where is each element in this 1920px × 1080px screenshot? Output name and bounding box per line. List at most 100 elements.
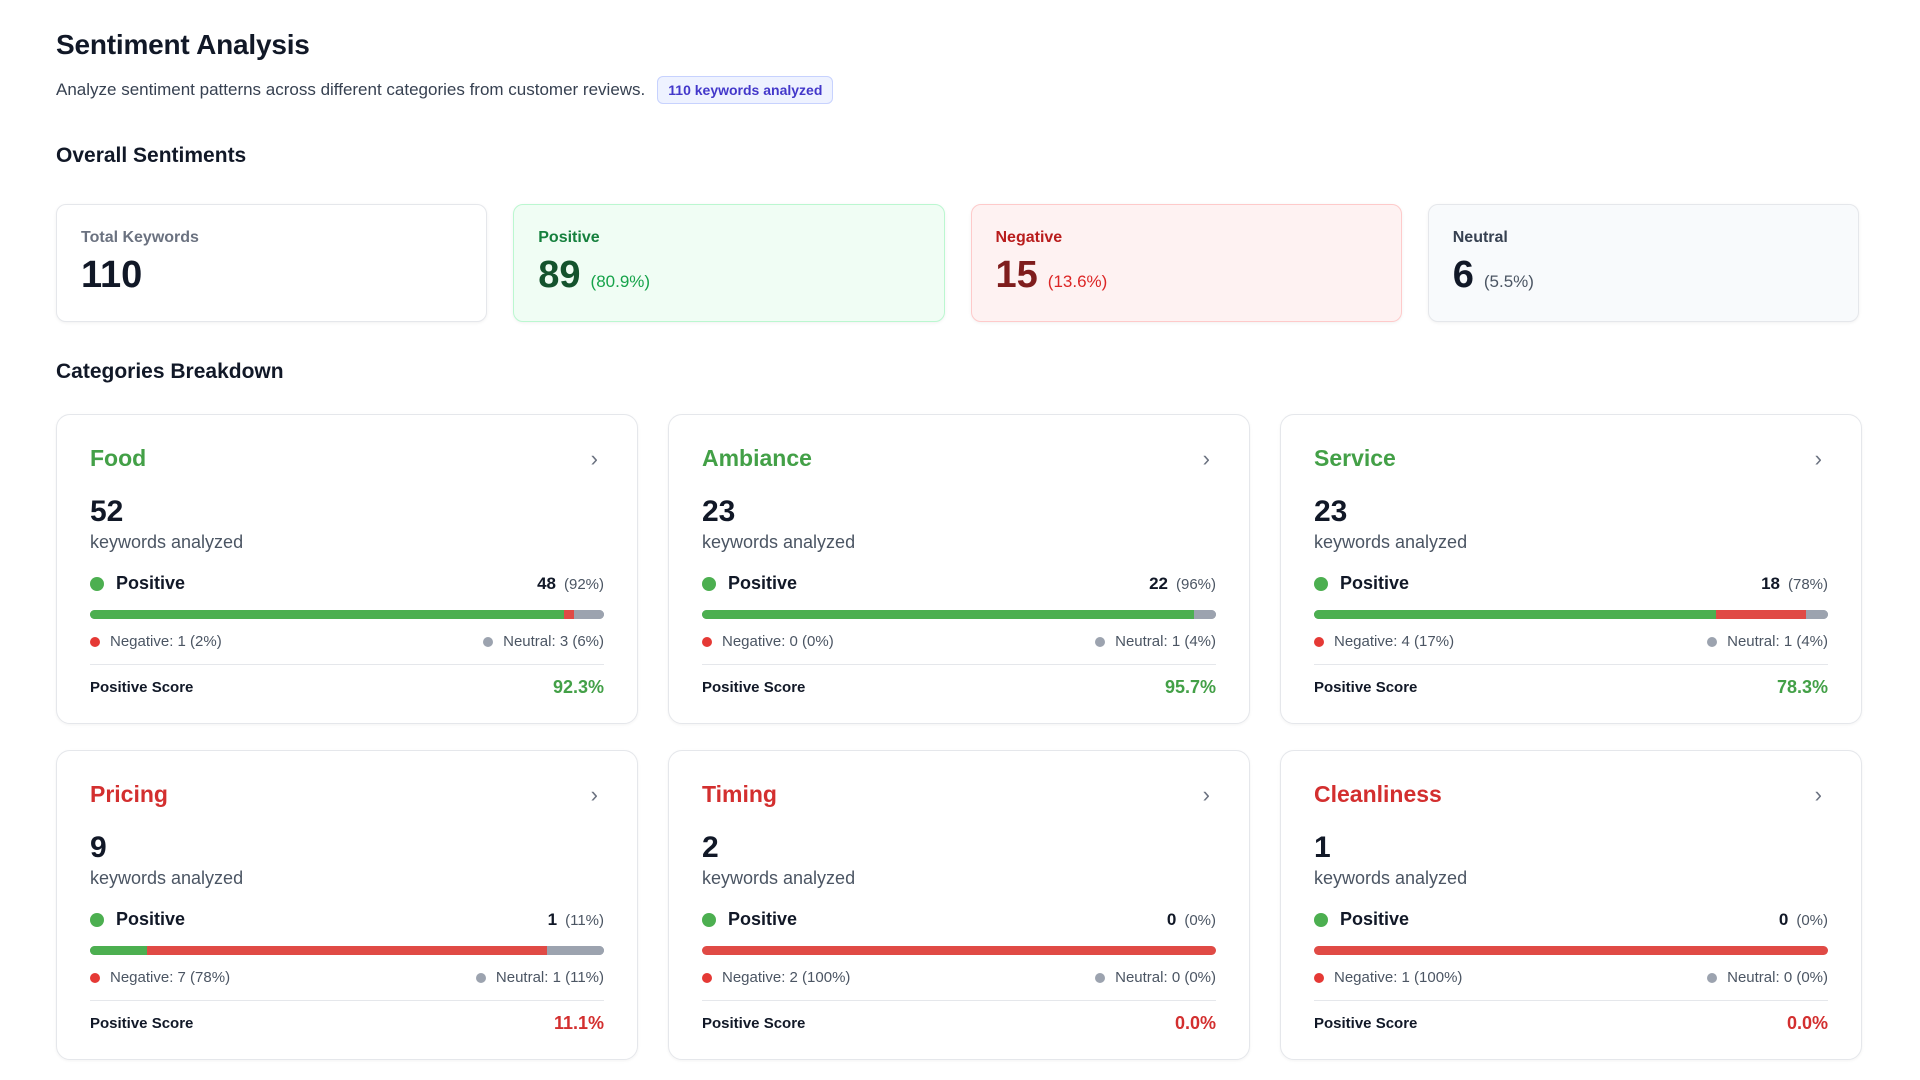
summary-row: Total Keywords 110 Positive 89 (80.9%) N… bbox=[56, 204, 1859, 322]
category-header: Ambiance › bbox=[702, 445, 1216, 472]
positive-percent: (78%) bbox=[1787, 575, 1828, 593]
page-title: Sentiment Analysis bbox=[56, 29, 310, 60]
positive-label: Positive bbox=[116, 573, 186, 593]
negative-text: Negative: 4 (17%) bbox=[1334, 633, 1455, 650]
score-value: 0.0% bbox=[1786, 1013, 1828, 1033]
neutral-text: Neutral: 0 (0%) bbox=[1115, 969, 1216, 986]
chevron-right-icon[interactable]: › bbox=[590, 781, 598, 807]
category-card[interactable]: Pricing › 9 keywords analyzed Positive 1… bbox=[56, 750, 638, 1060]
bar-neutral-segment bbox=[546, 946, 604, 955]
negative-neutral-row: Negative: 2 (100%) Neutral: 0 (0%) bbox=[702, 969, 1216, 986]
positive-percent: (96%) bbox=[1175, 575, 1216, 593]
category-card[interactable]: Service › 23 keywords analyzed Positive … bbox=[1280, 414, 1862, 724]
negative-text: Negative: 7 (78%) bbox=[110, 969, 231, 986]
category-card[interactable]: Ambiance › 23 keywords analyzed Positive… bbox=[668, 414, 1250, 724]
positive-count: 0 bbox=[1778, 909, 1789, 929]
positive-row: Positive 0 (0%) bbox=[1314, 909, 1828, 930]
chevron-right-icon[interactable]: › bbox=[1202, 781, 1210, 807]
category-card[interactable]: Cleanliness › 1 keywords analyzed Positi… bbox=[1280, 750, 1862, 1060]
sentiment-bar bbox=[702, 610, 1216, 619]
category-count: 1 bbox=[1314, 831, 1331, 864]
bar-positive-segment bbox=[1314, 610, 1717, 619]
negative-item: Negative: 1 (100%) bbox=[1314, 969, 1462, 986]
positive-count: 18 bbox=[1761, 573, 1780, 593]
positive-label: Positive bbox=[728, 573, 798, 593]
positive-count: 48 bbox=[537, 573, 556, 593]
score-value: 92.3% bbox=[552, 677, 604, 697]
negative-dot-icon bbox=[1314, 972, 1324, 983]
positive-label: Positive bbox=[538, 229, 600, 246]
positive-dot-icon bbox=[90, 912, 104, 927]
neutral-dot-icon bbox=[1095, 972, 1106, 983]
positive-row: Positive 48 (92%) bbox=[90, 573, 604, 594]
negative-label: Negative bbox=[995, 229, 1063, 246]
category-count: 23 bbox=[702, 495, 736, 528]
category-header: Service › bbox=[1314, 445, 1828, 472]
positive-row-left: Positive bbox=[702, 573, 797, 594]
overall-sentiments-title: Overall Sentiments bbox=[56, 144, 247, 167]
category-name: Food bbox=[90, 445, 147, 471]
neutral-item: Neutral: 1 (4%) bbox=[1707, 633, 1828, 650]
negative-dot-icon bbox=[702, 636, 712, 647]
sentiment-bar bbox=[90, 946, 604, 955]
neutral-item: Neutral: 0 (0%) bbox=[1707, 969, 1828, 986]
neutral-item: Neutral: 1 (11%) bbox=[475, 969, 604, 986]
chevron-right-icon[interactable]: › bbox=[1202, 445, 1210, 471]
bar-negative-segment bbox=[564, 610, 575, 619]
sentiment-bar bbox=[1314, 610, 1828, 619]
category-name: Pricing bbox=[90, 781, 168, 807]
negative-pct: (13.6%) bbox=[1047, 272, 1108, 291]
positive-row-left: Positive bbox=[702, 909, 797, 930]
chevron-right-icon[interactable]: › bbox=[1814, 445, 1822, 471]
neutral-dot-icon bbox=[1707, 636, 1718, 647]
category-count: 9 bbox=[90, 831, 107, 864]
negative-dot-icon bbox=[702, 972, 712, 983]
divider bbox=[702, 1000, 1216, 1001]
chevron-right-icon[interactable]: › bbox=[590, 445, 598, 471]
neutral-value: 6 bbox=[1452, 254, 1474, 296]
negative-item: Negative: 2 (100%) bbox=[702, 969, 850, 986]
score-label: Positive Score bbox=[702, 679, 806, 696]
category-count-label: keywords analyzed bbox=[1314, 868, 1468, 888]
positive-pct: (80.9%) bbox=[590, 272, 651, 291]
divider bbox=[90, 664, 604, 665]
positive-count: 22 bbox=[1149, 573, 1168, 593]
page-subtitle: Analyze sentiment patterns across differ… bbox=[56, 80, 646, 99]
divider bbox=[702, 664, 1216, 665]
category-count-label: keywords analyzed bbox=[702, 868, 856, 888]
negative-value-row: 15 (13.6%) bbox=[996, 253, 1377, 297]
negative-dot-icon bbox=[1314, 636, 1324, 647]
positive-dot-icon bbox=[1314, 576, 1328, 591]
category-card[interactable]: Timing › 2 keywords analyzed Positive 0 (… bbox=[668, 750, 1250, 1060]
keywords-badge: 110 keywords analyzed bbox=[657, 76, 834, 104]
neutral-text: Neutral: 1 (11%) bbox=[495, 969, 604, 986]
negative-dot-icon bbox=[90, 636, 100, 647]
positive-row-left: Positive bbox=[90, 573, 185, 594]
negative-item: Negative: 7 (78%) bbox=[90, 969, 230, 986]
score-value: 78.3% bbox=[1776, 677, 1828, 697]
score-row: Positive Score 0.0% bbox=[1314, 1013, 1828, 1034]
score-value: 95.7% bbox=[1164, 677, 1216, 697]
positive-row: Positive 22 (96%) bbox=[702, 573, 1216, 594]
positive-row: Positive 0 (0%) bbox=[702, 909, 1216, 930]
negative-text: Negative: 0 (0%) bbox=[722, 633, 834, 650]
bar-neutral-segment bbox=[1193, 610, 1216, 619]
positive-dot-icon bbox=[1314, 912, 1328, 927]
chevron-right-icon[interactable]: › bbox=[1814, 781, 1822, 807]
negative-neutral-row: Negative: 7 (78%) Neutral: 1 (11%) bbox=[90, 969, 604, 986]
sentiment-bar bbox=[90, 610, 604, 619]
positive-percent: (92%) bbox=[563, 575, 604, 593]
subtitle-row: Analyze sentiment patterns across differ… bbox=[56, 76, 1864, 104]
neutral-dot-icon bbox=[483, 636, 494, 647]
neutral-text: Neutral: 0 (0%) bbox=[1727, 969, 1828, 986]
negative-neutral-row: Negative: 0 (0%) Neutral: 1 (4%) bbox=[702, 633, 1216, 650]
positive-row: Positive 1 (11%) bbox=[90, 909, 604, 930]
category-card[interactable]: Food › 52 keywords analyzed Positive 48 (… bbox=[56, 414, 638, 724]
neutral-text: Neutral: 3 (6%) bbox=[503, 633, 604, 650]
bar-positive-segment bbox=[90, 946, 148, 955]
positive-row-right: 0 (0%) bbox=[1167, 910, 1216, 930]
divider bbox=[90, 1000, 604, 1001]
category-count: 52 bbox=[90, 495, 124, 528]
negative-item: Negative: 0 (0%) bbox=[702, 633, 834, 650]
